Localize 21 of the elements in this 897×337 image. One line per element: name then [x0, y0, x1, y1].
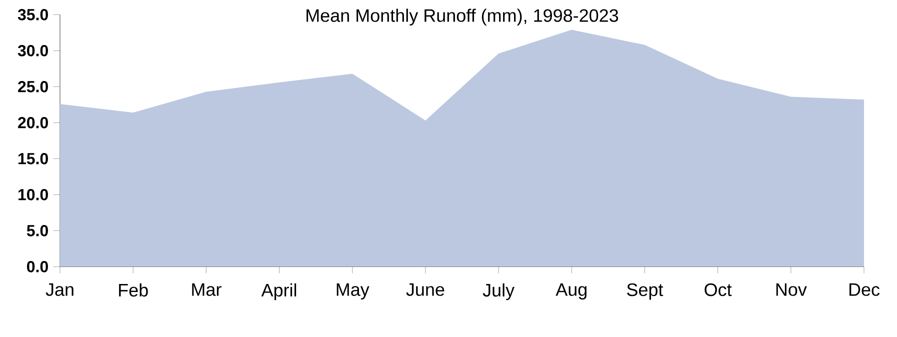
x-tick-label: Oct [704, 283, 732, 296]
y-tick-label: 10.0 [18, 189, 48, 200]
y-tick-label: 15.0 [18, 153, 48, 164]
y-tick-label: 25.0 [18, 81, 48, 92]
x-tick-label: Nov [776, 283, 807, 296]
x-tick-label: May [336, 283, 370, 300]
y-tick-label: 0.0 [27, 261, 48, 272]
x-tick-label: April [261, 283, 296, 300]
chart-title: Mean Monthly Runoff (mm), 1998-2023 [306, 8, 618, 26]
y-tick-label: 5.0 [26, 225, 48, 236]
x-tick-label: June [406, 283, 444, 296]
x-tick-label: Dec [849, 283, 880, 296]
x-tick-label: Sept [627, 283, 664, 300]
y-tick-label: 30.0 [18, 45, 48, 56]
y-tick-label: 35.0 [18, 9, 48, 20]
x-tick-label: Jan [46, 283, 74, 296]
y-tick-label: 20.0 [18, 117, 48, 128]
x-tick-label: July [482, 283, 515, 300]
x-tick-label: Aug [556, 283, 586, 300]
x-tick-label: Mar [192, 283, 222, 296]
x-tick-label: Feb [119, 283, 148, 297]
